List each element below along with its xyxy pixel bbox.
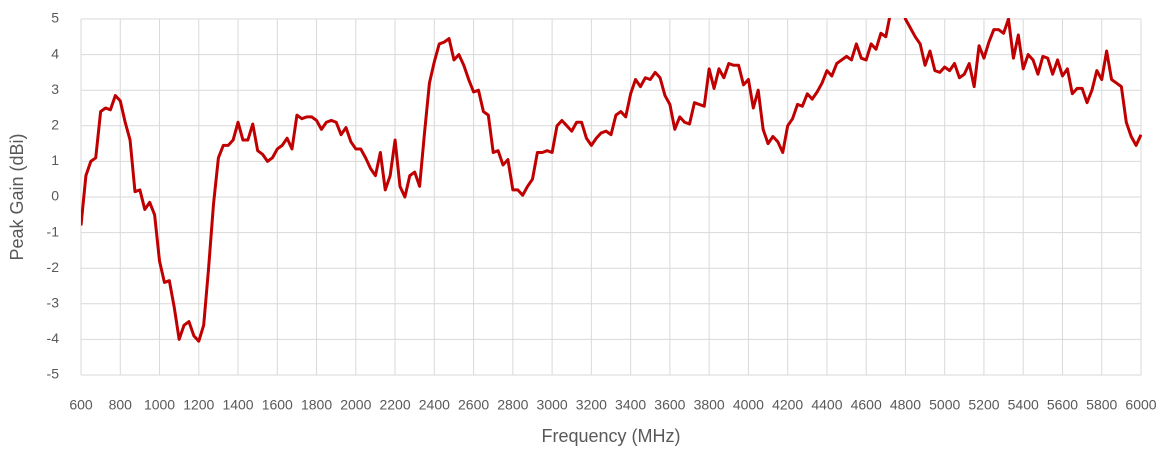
x-tick-label: 4400 (811, 397, 842, 413)
y-axis-title: Peak Gain (dBi) (7, 133, 27, 260)
x-tick-label: 800 (109, 397, 133, 413)
x-tick-label: 3800 (694, 397, 725, 413)
x-tick-label: 4200 (772, 397, 803, 413)
y-tick-label: 1 (51, 152, 59, 168)
x-tick-label: 3400 (615, 397, 646, 413)
y-tick-label: -1 (47, 223, 60, 239)
y-tick-label: 5 (51, 10, 59, 26)
x-tick-label: 5000 (929, 397, 960, 413)
x-tick-label: 5800 (1086, 397, 1117, 413)
x-tick-label: 5200 (968, 397, 999, 413)
y-tick-label: 2 (51, 117, 59, 133)
y-tick-label: -2 (47, 259, 60, 275)
x-tick-label: 2400 (419, 397, 450, 413)
x-tick-label: 4800 (890, 397, 921, 413)
x-tick-label: 4600 (851, 397, 882, 413)
y-tick-label: -4 (47, 330, 60, 346)
x-tick-label: 4000 (733, 397, 764, 413)
x-tick-label: 2600 (458, 397, 489, 413)
y-tick-label: -3 (47, 295, 60, 311)
y-tick-label: 0 (51, 188, 59, 204)
x-tick-label: 3000 (537, 397, 568, 413)
x-tick-label: 5600 (1047, 397, 1078, 413)
x-tick-label: 1400 (222, 397, 253, 413)
x-tick-label: 6000 (1125, 397, 1156, 413)
x-tick-label: 2000 (340, 397, 371, 413)
y-tick-label: 3 (51, 81, 59, 97)
x-tick-label: 5400 (1008, 397, 1039, 413)
y-tick-label: -5 (47, 366, 60, 382)
x-tick-label: 600 (69, 397, 93, 413)
x-tick-label: 1800 (301, 397, 332, 413)
x-tick-label: 1000 (144, 397, 175, 413)
x-tick-label: 3600 (654, 397, 685, 413)
x-axis-title: Frequency (MHz) (541, 426, 680, 446)
x-tick-label: 1200 (183, 397, 214, 413)
x-tick-label: 2800 (497, 397, 528, 413)
data-line (81, 18, 1142, 343)
y-tick-label: 4 (51, 45, 59, 61)
x-tick-label: 2200 (379, 397, 410, 413)
x-tick-label: 3200 (576, 397, 607, 413)
x-tick-label: 1600 (262, 397, 293, 413)
